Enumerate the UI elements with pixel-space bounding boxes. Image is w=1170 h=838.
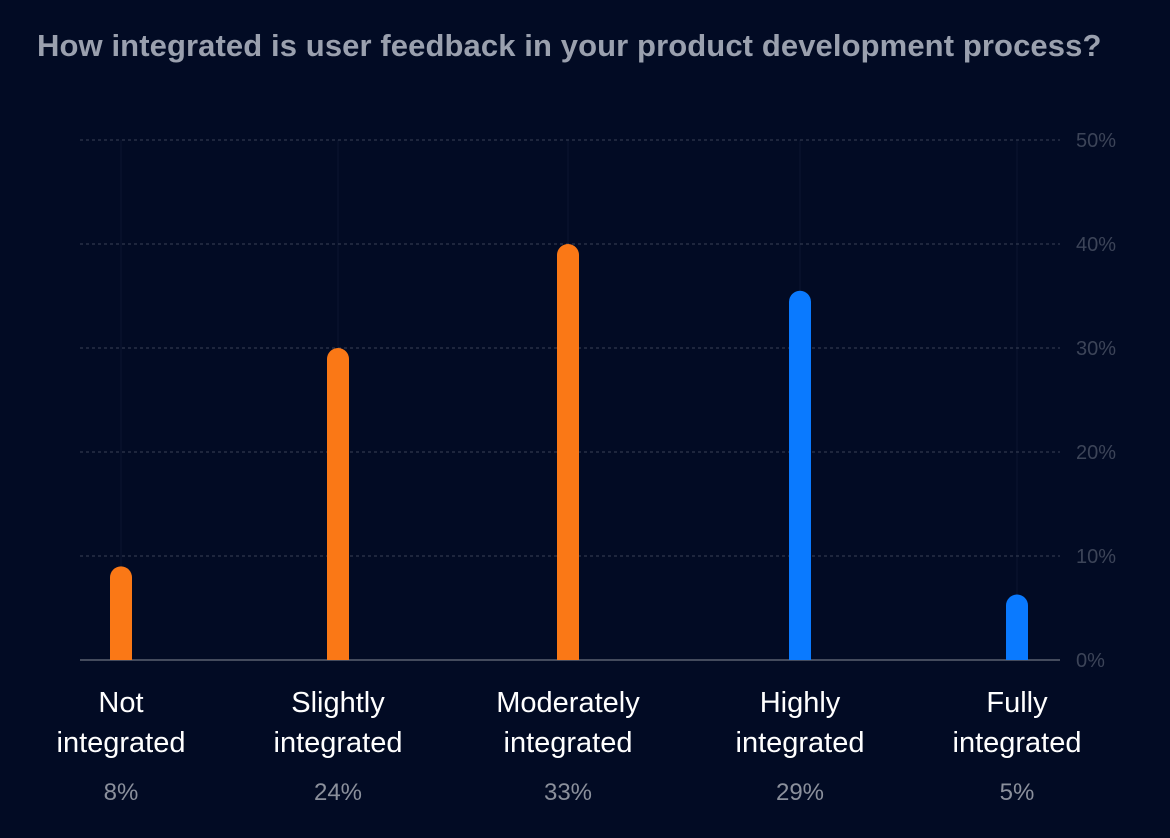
- bar: [789, 290, 811, 660]
- data-label: 8%: [104, 779, 139, 806]
- y-tick-label: 30%: [1076, 338, 1116, 360]
- bar: [327, 348, 349, 660]
- y-tick-label: 20%: [1076, 442, 1116, 464]
- y-tick-label: 10%: [1076, 546, 1116, 568]
- bar: [557, 244, 579, 660]
- category-label: Not: [98, 687, 143, 719]
- y-tick-label: 40%: [1076, 234, 1116, 256]
- category-label: Highly: [760, 687, 841, 719]
- y-tick-label: 50%: [1076, 130, 1116, 152]
- data-label: 24%: [314, 779, 362, 806]
- data-label: 5%: [1000, 779, 1035, 806]
- category-label: integrated: [953, 727, 1082, 759]
- bar: [1006, 594, 1028, 660]
- category-label: Fully: [986, 687, 1048, 719]
- category-label: integrated: [57, 727, 186, 759]
- category-label: integrated: [274, 727, 403, 759]
- data-label: 33%: [544, 779, 592, 806]
- y-tick-label: 0%: [1076, 650, 1105, 672]
- chart-title: How integrated is user feedback in your …: [37, 28, 1102, 63]
- category-label: Slightly: [291, 687, 385, 719]
- category-label: integrated: [736, 727, 865, 759]
- category-label: integrated: [504, 727, 633, 759]
- category-label: Moderately: [496, 687, 640, 719]
- data-label: 29%: [776, 779, 824, 806]
- bar: [110, 566, 132, 660]
